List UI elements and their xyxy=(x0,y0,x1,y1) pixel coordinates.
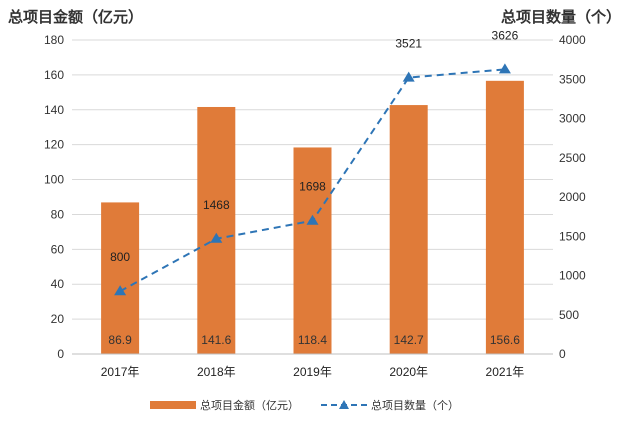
line-point-marker xyxy=(306,214,319,225)
left-axis-title: 总项目金额（亿元） xyxy=(8,8,143,26)
x-tick-label: 2018年 xyxy=(197,365,236,379)
legend-line-label: 总项目数量（个） xyxy=(371,398,459,412)
line-point-label: 3521 xyxy=(395,37,422,51)
left-axis-ticks: 0 20 40 60 80 100 120 140 160 180 xyxy=(44,33,64,361)
right-tick-label: 3000 xyxy=(559,112,586,126)
legend-bar-swatch xyxy=(150,401,196,409)
bar-value-label: 118.4 xyxy=(298,333,327,347)
left-tick-label: 160 xyxy=(44,68,64,82)
legend-bar-label: 总项目金额（亿元） xyxy=(200,398,299,412)
line-point-label: 1698 xyxy=(299,180,326,194)
left-tick-label: 0 xyxy=(57,347,64,361)
right-tick-label: 1500 xyxy=(559,229,586,243)
left-tick-label: 20 xyxy=(51,312,65,326)
right-tick-label: 2500 xyxy=(559,151,586,165)
right-axis-ticks: 0 500 1000 1500 2000 2500 3000 3500 4000 xyxy=(559,33,586,361)
left-tick-label: 100 xyxy=(44,173,64,187)
right-tick-label: 0 xyxy=(559,347,566,361)
right-tick-label: 4000 xyxy=(559,33,586,47)
bar xyxy=(389,105,428,354)
right-tick-label: 3500 xyxy=(559,72,586,86)
bar-labels: 86.9 141.6 118.4 142.7 156.6 xyxy=(108,333,520,347)
x-tick-label: 2019年 xyxy=(293,365,332,379)
left-tick-label: 140 xyxy=(44,103,64,117)
line-point-marker xyxy=(498,63,511,74)
bar-value-label: 86.9 xyxy=(108,333,132,347)
bar-value-label: 141.6 xyxy=(201,333,231,347)
line-point-marker xyxy=(402,71,415,82)
line-point-marker xyxy=(114,285,127,296)
bar xyxy=(101,202,140,354)
legend: 总项目金额（亿元） 总项目数量（个） xyxy=(150,398,459,412)
line-point-marker xyxy=(210,232,223,243)
bar-series xyxy=(101,80,524,354)
x-tick-label: 2020年 xyxy=(389,365,428,379)
right-tick-label: 2000 xyxy=(559,190,586,204)
left-tick-label: 40 xyxy=(51,277,65,291)
bar xyxy=(197,106,236,354)
left-tick-label: 60 xyxy=(51,242,65,256)
x-tick-label: 2021年 xyxy=(486,365,525,379)
right-tick-label: 1000 xyxy=(559,269,586,283)
bar-value-label: 142.7 xyxy=(394,333,424,347)
line-point-label: 800 xyxy=(110,250,130,264)
bar xyxy=(293,147,332,354)
legend-line-marker xyxy=(339,400,349,409)
bar-value-label: 156.6 xyxy=(490,333,520,347)
left-tick-label: 80 xyxy=(51,207,65,221)
x-axis-ticks: 2017年 2018年 2019年 2020年 2021年 xyxy=(101,365,525,379)
x-tick-label: 2017年 xyxy=(101,365,140,379)
line-point-label: 3626 xyxy=(492,28,519,42)
bar xyxy=(485,80,524,354)
line-point-label: 1468 xyxy=(203,198,230,212)
right-axis-title: 总项目数量（个） xyxy=(501,8,621,26)
right-tick-label: 500 xyxy=(559,308,579,322)
left-tick-label: 120 xyxy=(44,138,64,152)
line-series: 800 1468 1698 3521 3626 xyxy=(110,28,519,296)
left-tick-label: 180 xyxy=(44,33,64,47)
